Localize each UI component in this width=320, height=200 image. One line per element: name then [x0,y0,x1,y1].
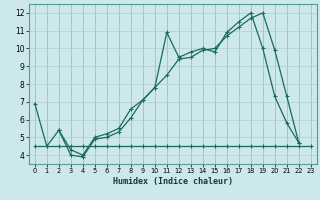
X-axis label: Humidex (Indice chaleur): Humidex (Indice chaleur) [113,177,233,186]
